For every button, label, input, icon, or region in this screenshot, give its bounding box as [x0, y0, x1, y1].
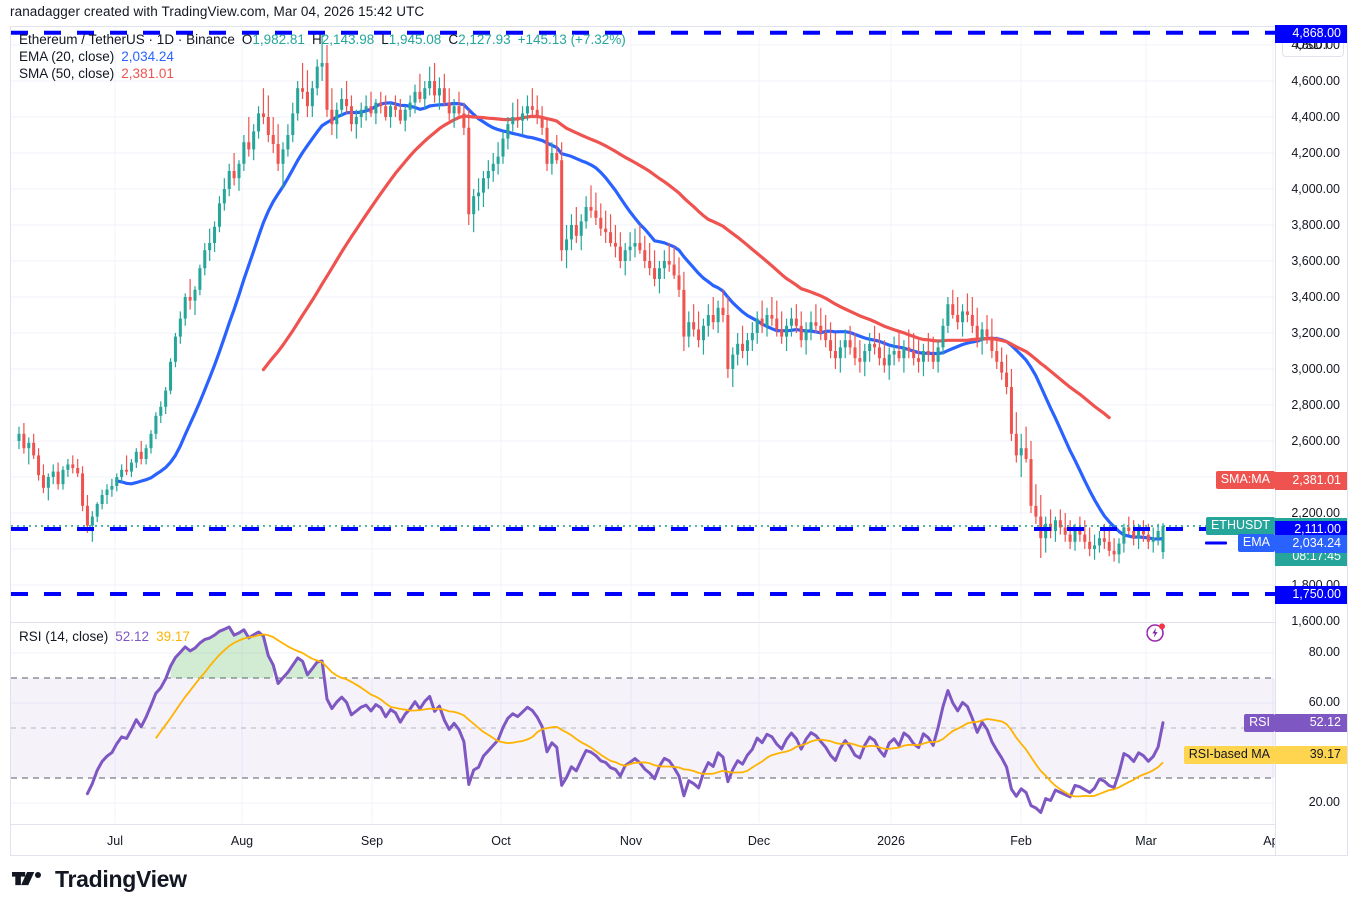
rsi-tick: 80.00 — [1308, 645, 1340, 659]
rsi-chart-svg — [11, 623, 1275, 823]
time-axis-label: Jul — [107, 834, 123, 848]
ema-tag-line — [1205, 541, 1227, 545]
price-tick: 2,800.00 — [1291, 398, 1340, 412]
rsi-pane[interactable]: RSI (14, close) 52.12 39.17 RSI RSI-based M… — [11, 622, 1275, 824]
price-tick: 3,400.00 — [1291, 290, 1340, 304]
rsi-tick: 60.00 — [1308, 695, 1340, 709]
chart-frame: Ethereum / TetherUS · 1D · Binance O1,982… — [10, 24, 1348, 856]
ema-badge: 2,034.24 — [1275, 534, 1347, 553]
brand-name: TradingView — [55, 866, 187, 892]
price-scale[interactable]: USDT 4,800.00 4,600.00 4,400.00 4,200.00 4,0… — [1275, 24, 1347, 855]
time-axis-label: Dec — [747, 834, 771, 848]
price-tick: 3,800.00 — [1291, 218, 1340, 232]
rsi-tick: 20.00 — [1308, 795, 1340, 809]
rsi-value-badge: 52.12 — [1275, 713, 1347, 732]
price-pane[interactable]: Ethereum / TetherUS · 1D · Binance O1,982… — [11, 27, 1275, 642]
tradingview-logo-icon — [12, 869, 46, 890]
tag-rsi[interactable]: RSI — [1244, 713, 1275, 732]
footer: TradingView — [12, 866, 187, 893]
price-tick: 4,600.00 — [1291, 74, 1340, 88]
time-axis-label: Mar — [1135, 834, 1157, 848]
tag-ethusdt[interactable]: ETHUSDT — [1205, 516, 1275, 535]
badge-price: 2,381.01 — [1292, 473, 1341, 488]
price-tick: 3,000.00 — [1291, 362, 1340, 376]
time-axis-label: Aug — [230, 834, 254, 848]
price-tick: 3,200.00 — [1291, 326, 1340, 340]
price-tick: 1,600.00 — [1291, 614, 1340, 628]
mid-line-badge: 2,111.00 — [1275, 521, 1347, 540]
price-tick: 4,200.00 — [1291, 146, 1340, 160]
lightning-bolt-icon[interactable] — [1145, 621, 1167, 643]
badge-price: 1,750.00 — [1292, 587, 1341, 601]
sma-badge: 2,381.01 — [1275, 472, 1347, 491]
price-tick: 2,200.00 — [1291, 506, 1340, 520]
badge-price: 4,868.00 — [1292, 25, 1341, 40]
badge-price: 2,111.00 — [1294, 522, 1341, 537]
price-tick: 2,600.00 — [1291, 434, 1340, 448]
rsi-ma-badge: 39.17 — [1275, 746, 1347, 765]
badge-price: 2,034.24 — [1292, 535, 1341, 550]
credit-line: ranadagger created with TradingView.com,… — [10, 4, 425, 19]
tag-ema[interactable]: EMA — [1237, 533, 1275, 552]
time-axis-label: Oct — [491, 834, 511, 848]
price-tick: 4,000.00 — [1291, 182, 1340, 196]
tag-sma-ma[interactable]: SMA:MA — [1215, 471, 1275, 490]
time-axis[interactable]: Jul Aug Sep Oct Nov Dec 2026 Feb Mar Apr — [11, 824, 1275, 855]
lower-line-badge: 1,750.00 — [1275, 586, 1347, 604]
time-axis-label: Sep — [360, 834, 384, 848]
time-axis-label: Feb — [1010, 834, 1032, 848]
time-axis-label: Nov — [619, 834, 643, 848]
price-tick: 4,400.00 — [1291, 110, 1340, 124]
upper-line-badge: 4,868.00 — [1275, 24, 1347, 43]
time-axis-label: Apr — [1263, 834, 1275, 848]
time-axis-label: 2026 — [877, 834, 905, 848]
price-chart-svg — [11, 27, 1275, 621]
plot-area: Ethereum / TetherUS · 1D · Binance O1,982… — [11, 27, 1275, 855]
tag-rsi-based-ma[interactable]: RSI-based MA — [1183, 746, 1275, 765]
price-tick: 3,600.00 — [1291, 254, 1340, 268]
